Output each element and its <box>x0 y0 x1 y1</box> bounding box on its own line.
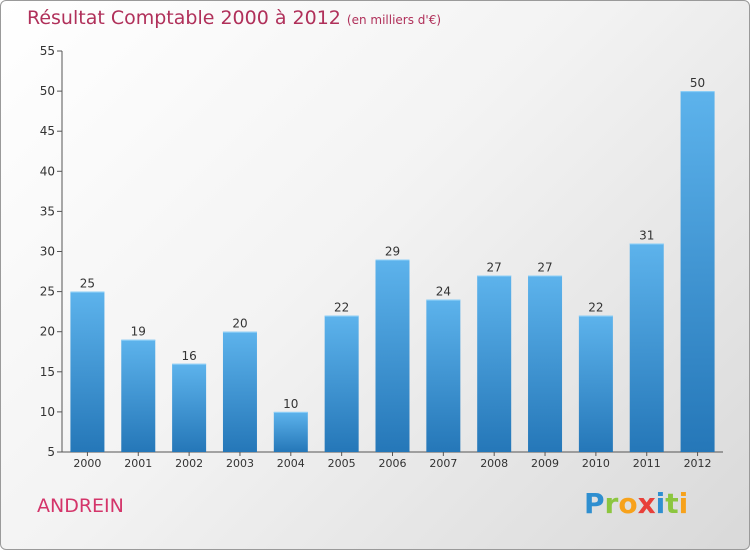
y-tick-label: 5 <box>47 445 55 459</box>
bar-2006 <box>375 259 410 452</box>
y-tick-label: 25 <box>40 285 55 299</box>
place-name: ANDREIN <box>37 495 124 517</box>
x-tick-label: 2004 <box>277 457 305 470</box>
y-tick-label: 40 <box>40 164 55 178</box>
x-tick-label: 2011 <box>633 457 661 470</box>
bar-2008 <box>477 275 512 452</box>
data-label: 19 <box>131 325 146 339</box>
data-label: 50 <box>690 76 705 90</box>
logo-letter: o <box>618 487 638 520</box>
x-tick-label: 2007 <box>429 457 457 470</box>
bar-2002 <box>172 363 207 452</box>
data-label: 10 <box>283 397 298 411</box>
data-label: 27 <box>487 261 502 275</box>
y-tick-label: 50 <box>40 84 55 98</box>
x-tick-label: 2005 <box>328 457 356 470</box>
x-tick-label: 2008 <box>480 457 508 470</box>
logo-letter: x <box>637 487 656 520</box>
proxiti-logo: Proxiti <box>584 487 688 520</box>
x-tick-label: 2001 <box>124 457 152 470</box>
data-label: 31 <box>639 228 654 242</box>
bar-2010 <box>578 315 613 452</box>
logo-letter: P <box>584 487 605 520</box>
x-tick-label: 2000 <box>73 457 101 470</box>
logo-letter: i <box>655 487 666 520</box>
data-label: 16 <box>181 349 196 363</box>
y-tick-label: 45 <box>40 124 55 138</box>
data-label: 24 <box>436 285 451 299</box>
bar-2003 <box>222 331 257 452</box>
x-tick-label: 2003 <box>226 457 254 470</box>
y-tick-label: 20 <box>40 325 55 339</box>
logo-letter: t <box>665 487 679 520</box>
y-tick-label: 55 <box>40 44 55 58</box>
x-tick-label: 2009 <box>531 457 559 470</box>
bar-2004 <box>273 411 308 452</box>
bar-2000 <box>70 291 105 452</box>
logo-letter: i <box>678 487 689 520</box>
bar-2009 <box>528 275 563 452</box>
y-tick-label: 35 <box>40 204 55 218</box>
bar-2011 <box>629 243 664 452</box>
logo-letter: r <box>604 487 619 520</box>
data-label: 29 <box>385 245 400 259</box>
bar-2001 <box>121 339 156 452</box>
chart-title-text: Résultat Comptable 2000 à 2012 <box>27 7 341 29</box>
data-label: 27 <box>537 261 552 275</box>
chart-title: Résultat Comptable 2000 à 2012 (en millie… <box>27 7 441 29</box>
data-label: 25 <box>80 277 95 291</box>
data-label: 20 <box>232 317 247 331</box>
y-tick-label: 15 <box>40 365 55 379</box>
x-tick-label: 2012 <box>684 457 712 470</box>
x-tick-label: 2002 <box>175 457 203 470</box>
x-tick-label: 2006 <box>379 457 407 470</box>
bar-2012 <box>680 91 715 452</box>
bar-2005 <box>324 315 359 452</box>
data-label: 22 <box>334 301 349 315</box>
data-label: 22 <box>588 301 603 315</box>
bar-2007 <box>426 299 461 452</box>
y-tick-label: 30 <box>40 245 55 259</box>
x-tick-label: 2010 <box>582 457 610 470</box>
y-tick-label: 10 <box>40 405 55 419</box>
chart-subtitle: (en milliers d'€) <box>346 13 442 27</box>
